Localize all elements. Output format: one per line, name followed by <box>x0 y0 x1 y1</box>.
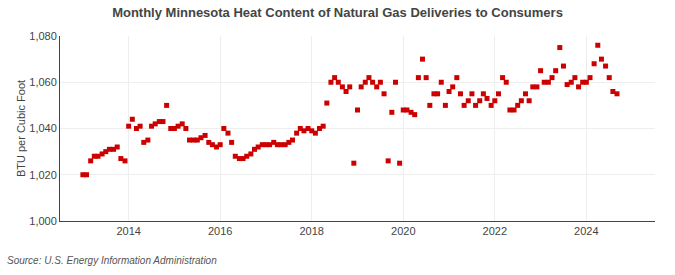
svg-text:2014: 2014 <box>116 225 140 237</box>
svg-text:2018: 2018 <box>299 225 323 237</box>
svg-text:2022: 2022 <box>483 225 507 237</box>
svg-text:2024: 2024 <box>574 225 598 237</box>
svg-text:2016: 2016 <box>208 225 232 237</box>
svg-text:1,080: 1,080 <box>29 30 57 42</box>
svg-text:2020: 2020 <box>391 225 415 237</box>
svg-text:Source: U.S. Energy Informatio: Source: U.S. Energy Information Administ… <box>7 255 217 266</box>
svg-text:Monthly Minnesota Heat Content: Monthly Minnesota Heat Content of Natura… <box>112 5 563 20</box>
svg-text:1,020: 1,020 <box>29 169 57 181</box>
svg-text:1,000: 1,000 <box>29 215 57 227</box>
svg-text:BTU per Cubic Foot: BTU per Cubic Foot <box>15 80 27 177</box>
svg-text:1,040: 1,040 <box>29 122 57 134</box>
svg-text:1,060: 1,060 <box>29 76 57 88</box>
